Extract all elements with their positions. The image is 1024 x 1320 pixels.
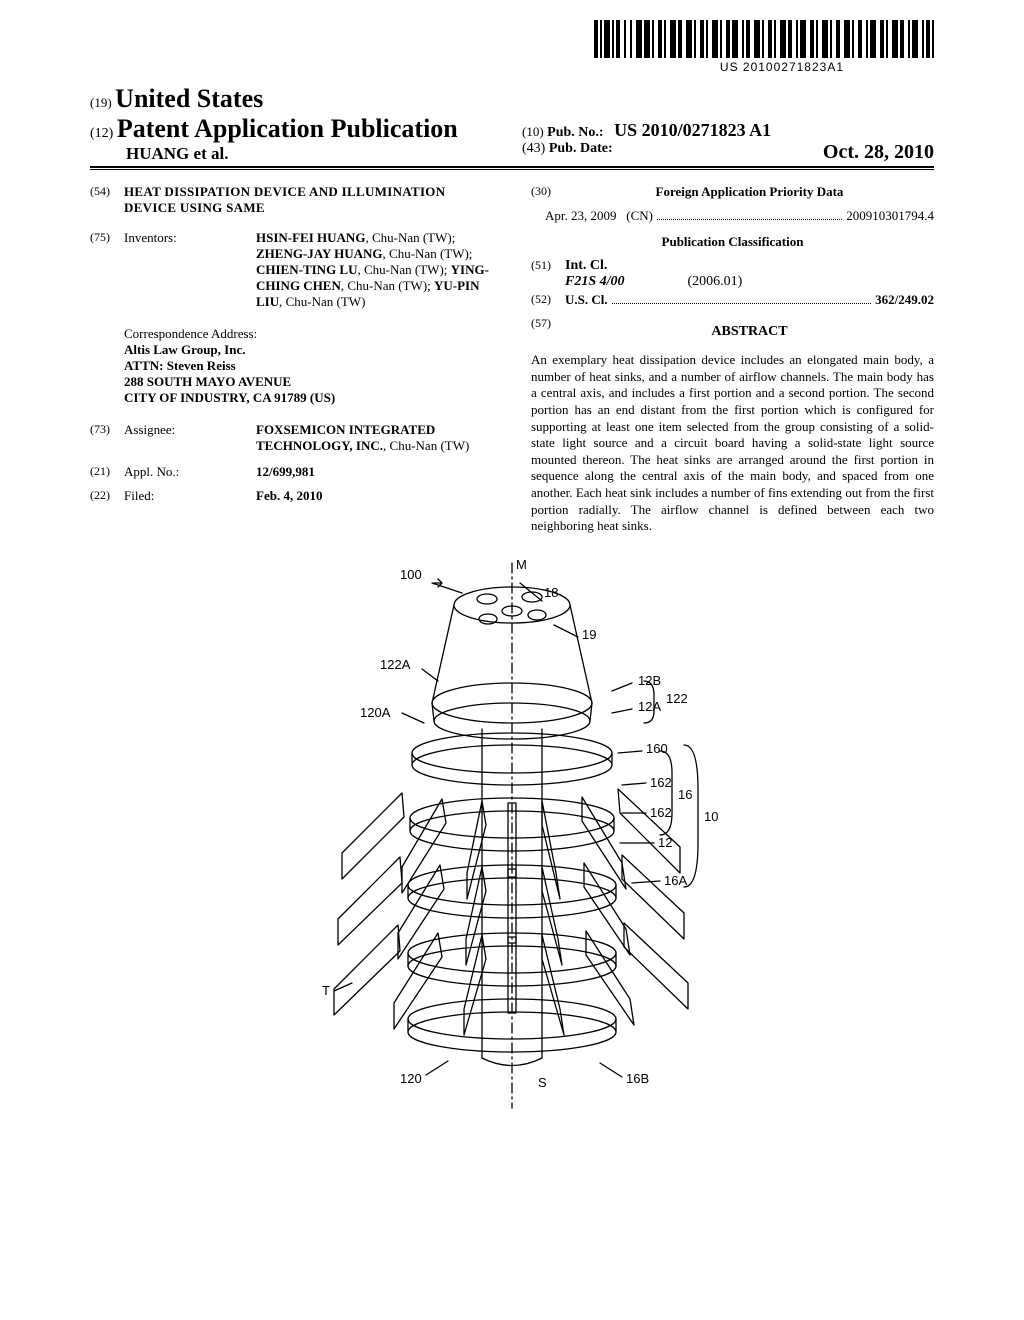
label-100: 100: [400, 567, 422, 582]
label-162b: 162: [650, 805, 672, 820]
header-left: (19) United States (12) Patent Applicati…: [90, 84, 502, 164]
filed-field: (22) Filed: Feb. 4, 2010: [90, 488, 493, 504]
applno-value: 12/699,981: [256, 464, 493, 480]
inventors-label: Inventors:: [124, 230, 256, 310]
assignee-label: Assignee:: [124, 422, 256, 454]
country-line: (19) United States: [90, 84, 502, 114]
abstract-body: An exemplary heat dissipation device inc…: [531, 352, 934, 535]
foreign-cc: (CN): [626, 208, 653, 224]
authors-line: HUANG et al.: [90, 144, 502, 164]
abstract-head: ABSTRACT: [565, 324, 934, 340]
assignee-field: (73) Assignee: FOXSEMICON INTEGRATED TEC…: [90, 422, 493, 454]
foreign-head-row: (30) Foreign Application Priority Data: [531, 184, 934, 200]
code-51: (51): [531, 258, 565, 290]
code-10: (10): [522, 124, 544, 139]
corr-line-0: Altis Law Group, Inc.: [124, 342, 493, 358]
correspondence: Correspondence Address: Altis Law Group,…: [90, 326, 493, 406]
label-160: 160: [646, 741, 668, 756]
label-12: 12: [658, 835, 672, 850]
foreign-priority-line: Apr. 23, 2009 (CN) 200910301794.4: [531, 208, 934, 224]
barcode-svg: [594, 20, 934, 58]
country-name: United States: [115, 84, 263, 113]
pub-type-line: (12) Patent Application Publication: [90, 114, 502, 144]
label-M: M: [516, 557, 527, 572]
pubno-line: (10) Pub. No.: US 2010/0271823 A1: [522, 120, 934, 141]
intcl-sym: F21S 4/00: [565, 274, 625, 289]
label-16: 16: [678, 787, 692, 802]
columns: (54) HEAT DISSIPATION DEVICE AND ILLUMIN…: [90, 184, 934, 535]
code-43: (43): [522, 141, 545, 156]
pubclass-head: Publication Classification: [531, 234, 934, 250]
code-57: (57): [531, 316, 565, 344]
label-16B: 16B: [626, 1071, 649, 1086]
inventors-value: HSIN-FEI HUANG, Chu-Nan (TW); ZHENG-JAY …: [256, 230, 493, 310]
patent-figure: 100 M 18 19 122A 120A 12B 12A 122 160 16…: [282, 553, 742, 1113]
barcode-number: US 20100271823A1: [720, 60, 844, 74]
corr-line-1: ATTN: Steven Reiss: [124, 358, 493, 374]
code-21: (21): [90, 464, 124, 480]
code-54: (54): [90, 184, 124, 216]
label-12B: 12B: [638, 673, 661, 688]
filed-label: Filed:: [124, 488, 256, 504]
foreign-num: 200910301794.4: [846, 208, 934, 224]
intcl-field: (51) Int. Cl. F21S 4/00 (2006.01): [531, 258, 934, 290]
label-162a: 162: [650, 775, 672, 790]
label-122: 122: [666, 691, 688, 706]
left-column: (54) HEAT DISSIPATION DEVICE AND ILLUMIN…: [90, 184, 493, 535]
code-75: (75): [90, 230, 124, 310]
right-column: (30) Foreign Application Priority Data A…: [531, 184, 934, 535]
figure-wrap: 100 M 18 19 122A 120A 12B 12A 122 160 16…: [90, 553, 934, 1113]
label-12A: 12A: [638, 699, 661, 714]
uscl-label: U.S. Cl.: [565, 292, 608, 308]
pubdate-line: (43) Pub. Date: Oct. 28, 2010: [522, 141, 934, 164]
invention-title: HEAT DISSIPATION DEVICE AND ILLUMINATION…: [124, 184, 493, 216]
corr-label: Correspondence Address:: [124, 326, 493, 342]
foreign-date: Apr. 23, 2009: [545, 208, 617, 224]
label-10: 10: [704, 809, 718, 824]
corr-line-2: 288 SOUTH MAYO AVENUE: [124, 374, 493, 390]
label-19: 19: [582, 627, 596, 642]
code-30: (30): [531, 184, 565, 200]
label-16A: 16A: [664, 873, 687, 888]
dots-2: [612, 293, 872, 304]
intcl-row: F21S 4/00 (2006.01): [565, 274, 934, 290]
code-12: (12): [90, 126, 113, 141]
code-73: (73): [90, 422, 124, 454]
label-S: S: [538, 1075, 547, 1090]
patent-page: US 20100271823A1 (19) United States (12)…: [0, 0, 1024, 1133]
foreign-head: Foreign Application Priority Data: [565, 184, 934, 200]
code-52: (52): [531, 292, 565, 308]
label-120A: 120A: [360, 705, 391, 720]
code-22: (22): [90, 488, 124, 504]
title-field: (54) HEAT DISSIPATION DEVICE AND ILLUMIN…: [90, 184, 493, 216]
label-T: T: [322, 983, 330, 998]
uscl-value: 362/249.02: [875, 292, 934, 308]
applno-label: Appl. No.:: [124, 464, 256, 480]
label-120: 120: [400, 1071, 422, 1086]
assignee-value: FOXSEMICON INTEGRATED TECHNOLOGY, INC., …: [256, 422, 493, 454]
label-122A: 122A: [380, 657, 411, 672]
intcl-label: Int. Cl.: [565, 258, 934, 274]
inventors-field: (75) Inventors: HSIN-FEI HUANG, Chu-Nan …: [90, 230, 493, 310]
corr-line-3: CITY OF INDUSTRY, CA 91789 (US): [124, 390, 493, 406]
abstract-head-row: (57) ABSTRACT: [531, 316, 934, 344]
pub-type: Patent Application Publication: [117, 114, 458, 143]
dots-1: [657, 209, 842, 220]
pubno-value: US 2010/0271823 A1: [614, 120, 771, 140]
applno-field: (21) Appl. No.: 12/699,981: [90, 464, 493, 480]
header-right: (10) Pub. No.: US 2010/0271823 A1 (43) P…: [502, 120, 934, 164]
header: (19) United States (12) Patent Applicati…: [90, 84, 934, 168]
label-18: 18: [544, 585, 558, 600]
barcode: [594, 20, 934, 58]
barcode-block: US 20100271823A1: [90, 20, 934, 74]
uscl-field: (52) U.S. Cl. 362/249.02: [531, 292, 934, 308]
header-rule: [90, 169, 934, 170]
code-19: (19): [90, 95, 112, 110]
filed-value: Feb. 4, 2010: [256, 488, 493, 504]
pubdate-label: Pub. Date:: [549, 141, 613, 156]
pubdate-value: Oct. 28, 2010: [823, 141, 934, 164]
intcl-date: (2006.01): [688, 274, 743, 289]
pubno-label: Pub. No.:: [547, 125, 603, 140]
